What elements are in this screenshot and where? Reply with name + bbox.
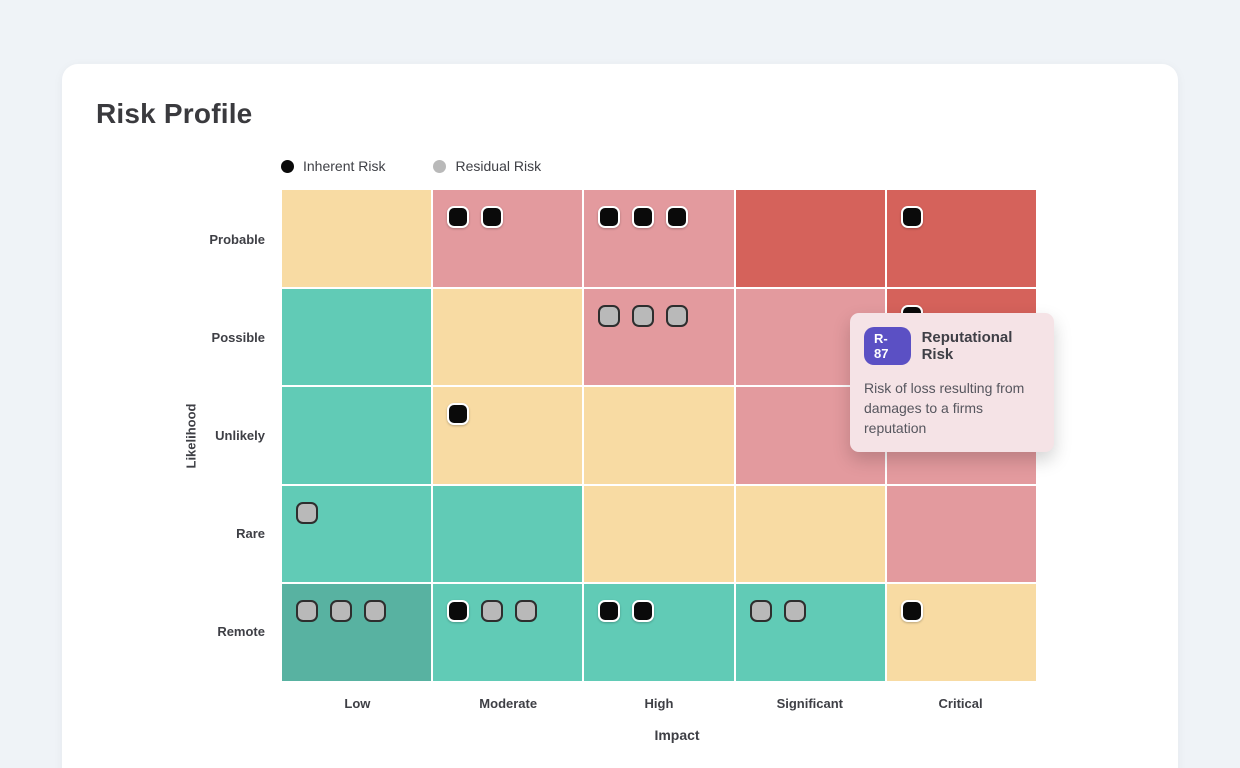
inherent-risk-marker[interactable] xyxy=(598,600,621,623)
matrix-cell-possible-moderate xyxy=(433,288,583,386)
legend-item-inherent-risk: Inherent Risk xyxy=(281,158,385,174)
matrix-cell-rare-significant xyxy=(735,485,885,583)
inherent-risk-marker[interactable] xyxy=(481,206,504,228)
y-tick-rare: Rare xyxy=(236,526,265,542)
matrix-cell-remote-high xyxy=(584,584,734,681)
matrix-cell-probable-critical xyxy=(886,190,1036,287)
matrix-cell-probable-moderate xyxy=(433,190,583,287)
x-tick-moderate: Moderate xyxy=(479,696,538,711)
matrix-cell-probable-significant xyxy=(735,190,885,287)
inherent-risk-marker[interactable] xyxy=(447,600,470,623)
inherent-risk-dot-icon xyxy=(281,159,294,173)
residual-risk-dot-icon xyxy=(433,159,447,173)
inherent-risk-marker[interactable] xyxy=(447,206,470,228)
x-tick-high: High xyxy=(644,696,674,711)
inherent-risk-marker[interactable] xyxy=(666,206,689,228)
matrix-cell-remote-critical xyxy=(886,584,1036,681)
residual-risk-marker[interactable] xyxy=(632,304,655,327)
residual-risk-marker[interactable] xyxy=(515,600,538,623)
matrix-cell-probable-low xyxy=(282,190,432,287)
residual-risk-marker[interactable] xyxy=(783,600,806,623)
y-tick-unlikely: Unlikely xyxy=(215,428,265,443)
risk-tooltip-title: Reputational Risk xyxy=(921,329,1013,363)
residual-risk-marker[interactable] xyxy=(296,600,318,623)
matrix-cell-probable-high xyxy=(584,190,734,287)
residual-risk-marker[interactable] xyxy=(481,600,504,623)
x-axis-title: Impact xyxy=(654,727,700,743)
matrix-cell-rare-moderate xyxy=(433,485,583,583)
matrix-cell-unlikely-high xyxy=(584,387,734,484)
residual-risk-marker[interactable] xyxy=(364,600,386,623)
inherent-risk-marker[interactable] xyxy=(632,206,655,228)
y-tick-probable: Probable xyxy=(209,231,265,247)
y-axis-labels: Probable Possible Unlikely Rare Remote xyxy=(62,190,265,681)
inherent-risk-marker[interactable] xyxy=(900,600,923,623)
matrix-cell-possible-high xyxy=(584,288,734,386)
page-title: Risk Profile xyxy=(96,98,253,129)
inherent-risk-marker[interactable] xyxy=(900,206,923,228)
inherent-risk-marker[interactable] xyxy=(632,600,655,623)
risk-matrix-grid xyxy=(282,190,1036,681)
residual-risk-marker[interactable] xyxy=(296,501,318,524)
matrix-cell-rare-high xyxy=(584,485,734,583)
inherent-risk-marker[interactable] xyxy=(447,403,470,426)
x-tick-significant: Significant xyxy=(776,696,844,711)
residual-risk-marker[interactable] xyxy=(666,304,689,327)
legend-label: Inherent Risk xyxy=(303,158,386,174)
matrix-cell-rare-critical xyxy=(886,485,1036,583)
residual-risk-marker[interactable] xyxy=(330,600,352,623)
matrix-cell-unlikely-low xyxy=(282,387,432,484)
risk-tooltip-description: Risk of loss resulting from damages to a… xyxy=(864,380,1025,436)
x-axis-labels: Low Moderate High Significant Critical xyxy=(282,696,1036,711)
matrix-cell-unlikely-moderate xyxy=(433,387,583,484)
residual-risk-marker[interactable] xyxy=(598,304,621,327)
risk-tooltip: R-87 Reputational Risk Risk of loss resu… xyxy=(850,313,1054,452)
legend-item-residual-risk: Residual Risk xyxy=(433,158,541,174)
legend-label: Residual Risk xyxy=(455,158,542,174)
matrix-cell-remote-significant xyxy=(735,584,885,681)
risk-tooltip-header: R-87 Reputational Risk xyxy=(864,327,1041,365)
matrix-cell-remote-low xyxy=(282,584,432,681)
matrix-cell-possible-low xyxy=(282,288,432,386)
y-tick-possible: Possible xyxy=(211,329,265,345)
x-tick-low: Low xyxy=(344,696,371,711)
matrix-cell-remote-moderate xyxy=(433,584,583,681)
legend: Inherent Risk Residual Risk xyxy=(281,158,541,174)
inherent-risk-marker[interactable] xyxy=(598,206,621,228)
residual-risk-marker[interactable] xyxy=(749,600,772,623)
y-tick-remote: Remote xyxy=(217,624,265,640)
risk-profile-card: Risk Profile Inherent Risk Residual Risk… xyxy=(62,64,1178,768)
risk-id-badge: R-87 xyxy=(864,327,911,365)
x-tick-critical: Critical xyxy=(938,696,983,711)
matrix-cell-rare-low xyxy=(282,485,432,583)
